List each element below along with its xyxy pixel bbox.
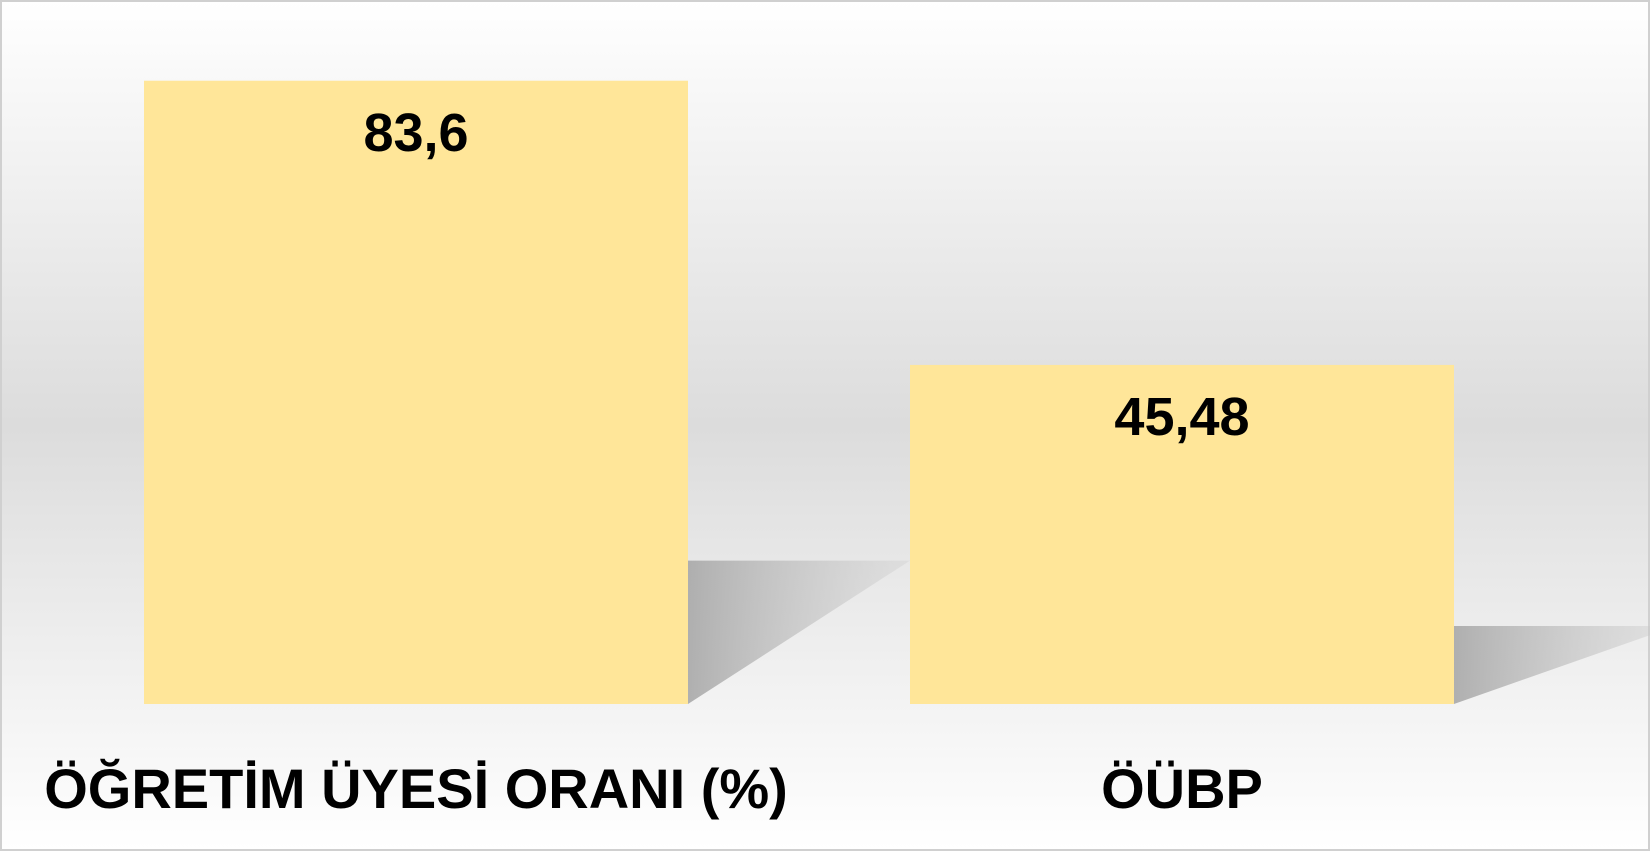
value-label: 45,48 <box>1114 387 1249 447</box>
bar <box>144 80 688 704</box>
bar <box>910 364 1454 704</box>
x-tick-label: ÖĞRETİM ÜYESİ ORANI (%) <box>44 757 788 820</box>
bar-shadow <box>1454 626 1650 704</box>
value-label: 83,6 <box>363 103 468 163</box>
x-tick-label: ÖÜBP <box>1101 757 1263 820</box>
bar-shadow <box>688 560 910 704</box>
